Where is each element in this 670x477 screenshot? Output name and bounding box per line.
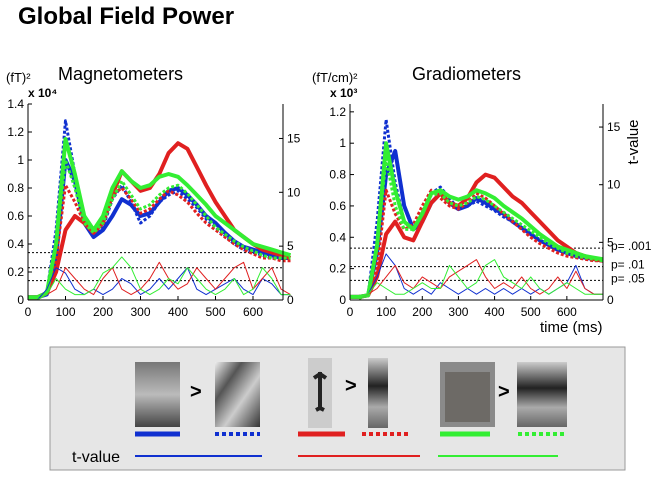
face-image: [135, 362, 180, 427]
y-tick-label: 0.8: [7, 181, 24, 195]
series-line: [28, 261, 291, 301]
y-tick-label: 0.4: [329, 230, 346, 244]
y-tick-label: 0: [339, 293, 346, 307]
y-tick-label: 1.2: [329, 105, 346, 119]
series-line: [350, 172, 604, 299]
chart-title: Magnetometers: [58, 64, 183, 84]
y2-tick-label: 10: [287, 185, 301, 199]
series-line: [350, 253, 603, 301]
x-tick-label: 400: [485, 305, 505, 319]
y-tick-label: 0.2: [329, 262, 346, 276]
y2-tick-label: 0: [607, 293, 614, 307]
comparison: >: [498, 381, 510, 403]
y2-axis-label: t-value: [625, 119, 642, 164]
x-tick-label: 200: [93, 305, 113, 319]
series-line: [350, 157, 604, 299]
body-figure: [312, 371, 328, 412]
series-line: [350, 259, 603, 301]
series-line: [350, 141, 604, 299]
y2-tick-label: 5: [287, 239, 294, 253]
y2-tick-label: 0: [287, 293, 294, 307]
series-line: [28, 183, 291, 299]
series-line: [28, 137, 292, 300]
threshold-label: p= .001: [611, 239, 652, 253]
x-tick-label: 100: [376, 305, 396, 319]
y-tick-label: 0.6: [329, 199, 346, 213]
y-multiplier: x 10³: [330, 86, 357, 100]
y-unit: (fT/cm)²: [312, 70, 358, 85]
x-tick-label: 500: [521, 305, 541, 319]
threshold-label: p= .05: [611, 271, 645, 285]
x-tick-label: 0: [347, 305, 354, 319]
x-tick-label: 200: [412, 305, 432, 319]
y-tick-label: 1: [339, 136, 346, 150]
x-tick-label: 400: [168, 305, 188, 319]
series-line: [350, 259, 603, 301]
x-tick-label: 100: [55, 305, 75, 319]
comparison: >: [190, 381, 202, 403]
y-tick-label: 0.2: [7, 265, 24, 279]
y-tick-label: 1.4: [7, 97, 24, 111]
page-title: Global Field Power: [18, 3, 234, 30]
legend-panel: > > > t-value: [49, 346, 626, 471]
y2-tick-label: 10: [607, 178, 621, 192]
series-line: [350, 149, 604, 299]
y-tick-label: 0.8: [329, 168, 346, 182]
series-line: [350, 188, 603, 299]
y-unit: (fT)²: [6, 70, 31, 85]
series-line: [28, 267, 291, 301]
chart-title: Gradiometers: [412, 64, 521, 84]
t-value-label: t-value: [72, 449, 120, 466]
x-tick-label: 0: [25, 305, 32, 319]
x-tick-label: 300: [448, 305, 468, 319]
series-line: [28, 158, 291, 299]
y2-tick-label: 15: [607, 120, 621, 134]
series-line: [350, 118, 604, 299]
scrambled-body-image: [368, 358, 388, 428]
y-tick-label: 0.4: [7, 237, 24, 251]
comparison: >: [345, 375, 357, 397]
y2-tick-label: 5: [607, 235, 614, 249]
house-facade: [445, 372, 490, 422]
y-multiplier: x 10⁴: [28, 86, 57, 100]
x-axis-label: time (ms): [540, 319, 603, 336]
y-tick-label: 0.6: [7, 209, 24, 223]
x-tick-label: 600: [243, 305, 263, 319]
y2-tick-label: 15: [287, 131, 301, 145]
series-line: [28, 256, 291, 301]
y-tick-label: 1.2: [7, 125, 24, 139]
threshold-label: p= .01: [611, 258, 645, 272]
x-tick-label: 500: [205, 305, 225, 319]
scrambled-house-image: [517, 362, 567, 427]
x-tick-label: 300: [130, 305, 150, 319]
y-tick-label: 1: [17, 153, 24, 167]
scrambled-face-image: [215, 362, 260, 427]
y-tick-label: 0: [17, 293, 24, 307]
x-tick-label: 600: [557, 305, 577, 319]
